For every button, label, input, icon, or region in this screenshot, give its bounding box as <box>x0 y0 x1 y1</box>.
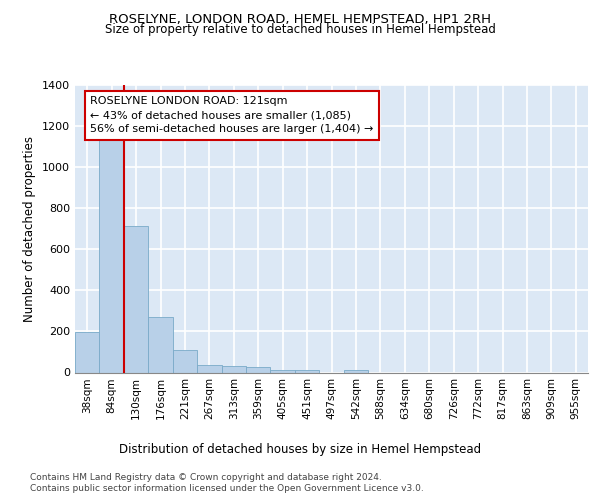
Bar <box>100 138 124 372</box>
Bar <box>344 370 368 372</box>
Text: Contains HM Land Registry data © Crown copyright and database right 2024.: Contains HM Land Registry data © Crown c… <box>30 472 382 482</box>
Bar <box>197 366 221 372</box>
Bar <box>148 317 173 372</box>
Text: ROSELYNE LONDON ROAD: 121sqm
← 43% of detached houses are smaller (1,085)
56% of: ROSELYNE LONDON ROAD: 121sqm ← 43% of de… <box>91 96 374 134</box>
Text: Contains public sector information licensed under the Open Government Licence v3: Contains public sector information licen… <box>30 484 424 493</box>
Bar <box>271 370 295 372</box>
Text: Size of property relative to detached houses in Hemel Hempstead: Size of property relative to detached ho… <box>104 22 496 36</box>
Text: ROSELYNE, LONDON ROAD, HEMEL HEMPSTEAD, HP1 2RH: ROSELYNE, LONDON ROAD, HEMEL HEMPSTEAD, … <box>109 12 491 26</box>
Text: Distribution of detached houses by size in Hemel Hempstead: Distribution of detached houses by size … <box>119 442 481 456</box>
Bar <box>75 332 100 372</box>
Bar <box>221 366 246 372</box>
Bar <box>124 226 148 372</box>
Y-axis label: Number of detached properties: Number of detached properties <box>23 136 37 322</box>
Bar <box>295 370 319 372</box>
Bar <box>173 350 197 372</box>
Bar <box>246 368 271 372</box>
